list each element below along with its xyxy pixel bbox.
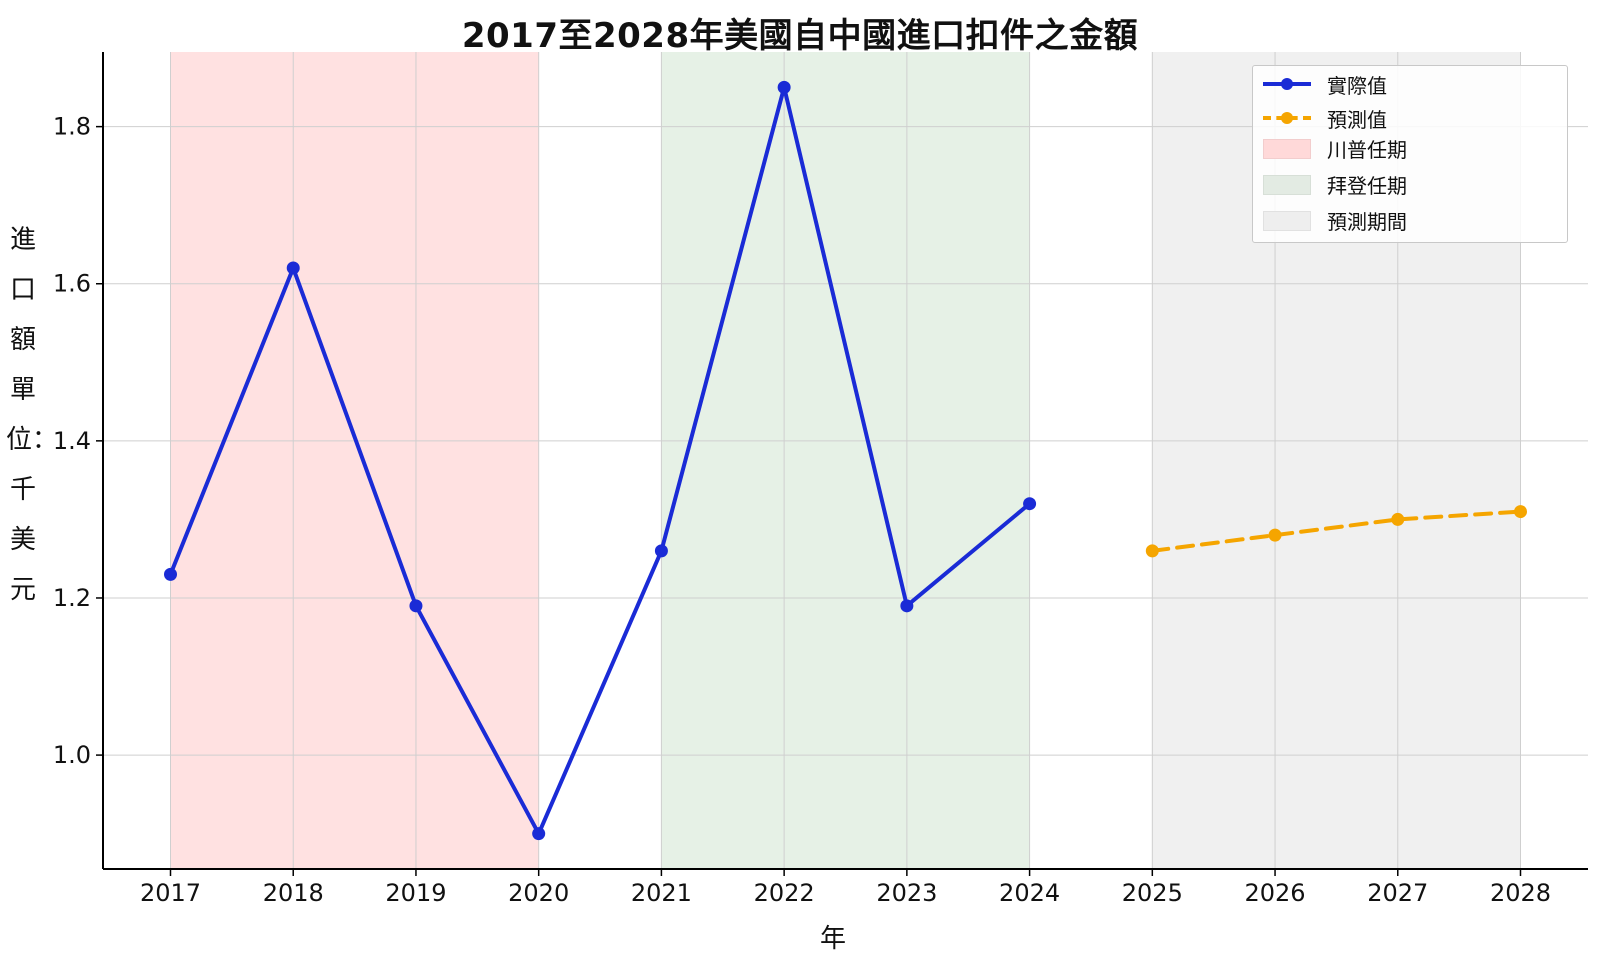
x-tick-label-2020: 2020 [508,879,569,907]
series [164,80,1527,841]
data-point-1-2026 [1268,528,1282,542]
data-point-0-2020 [532,827,546,841]
period-spans [170,52,1521,869]
axes [102,52,1588,870]
x-tick-label-2027: 2027 [1367,879,1428,907]
data-point-0-2024 [1023,497,1037,511]
legend-label-biden: 拜登任期 [1327,173,1407,198]
data-point-1-2025 [1145,544,1159,558]
x-axis-label: 年 [820,924,847,954]
y-tick-label-1.6: 1.6 [53,270,91,298]
data-point-0-2018 [286,261,300,275]
x-tick-label-2017: 2017 [140,879,201,907]
legend-swatch-biden [1263,174,1311,195]
legend-item-trump: 川普任期 [1263,134,1407,162]
x-tick-label-2028: 2028 [1490,879,1551,907]
x-tick-label-2022: 2022 [754,879,815,907]
span-1 [661,52,1030,869]
legend-swatch-trump [1263,138,1311,159]
y-tick-label-1.8: 1.8 [53,113,91,141]
legend-swatch-forecast [1263,108,1311,128]
legend-label-trump: 川普任期 [1327,137,1407,162]
x-tick-label-2023: 2023 [876,879,937,907]
span-0 [170,52,539,869]
series-line-0 [168,85,1032,836]
data-point-0-2019 [409,599,423,613]
gridlines [103,52,1588,869]
data-point-0-2022 [777,80,791,94]
chart-title: 2017至2028年美國自中國進口扣件之金額 [461,16,1139,56]
legend-item-biden: 拜登任期 [1263,170,1407,198]
legend-label-forecast: 預測值 [1327,107,1387,132]
data-point-1-2028 [1514,505,1527,519]
data-point-1-2027 [1391,512,1405,526]
tick-labels: 2017 2018 2019 2020 2021 2022 2023 2024 2025 2026… [53,113,1551,907]
y-tick-label-1.2: 1.2 [53,584,91,612]
legend-swatch-forecast-period [1263,210,1311,231]
data-point-0-2017 [164,567,177,581]
data-point-0-2023 [900,599,914,613]
legend-label-forecast-period: 預測期間 [1327,209,1407,234]
x-tick-label-2021: 2021 [631,879,692,907]
data-point-0-2021 [654,544,668,558]
x-tick-label-2019: 2019 [385,879,446,907]
y-tick-label-1: 1.0 [53,741,91,769]
legend-swatch-actual [1263,74,1311,94]
x-tick-label-2026: 2026 [1245,879,1306,907]
legend-label-actual: 實際值 [1327,73,1387,98]
y-tick-label-1.4: 1.4 [53,427,91,455]
series-line-1 [1150,509,1523,553]
x-tick-label-2025: 2025 [1122,879,1183,907]
legend-item-actual: 實際值 [1263,70,1387,98]
x-tick-label-2024: 2024 [999,879,1060,907]
y-axis-label: 進口額單位：千美元 [6,225,59,605]
x-tick-label-2018: 2018 [263,879,324,907]
legend-item-forecast-period: 預測期間 [1263,206,1407,234]
legend: 實際值 預測值 川普任期 拜登任期 預測期間 [1252,65,1568,243]
legend-item-forecast: 預測值 [1263,104,1387,132]
